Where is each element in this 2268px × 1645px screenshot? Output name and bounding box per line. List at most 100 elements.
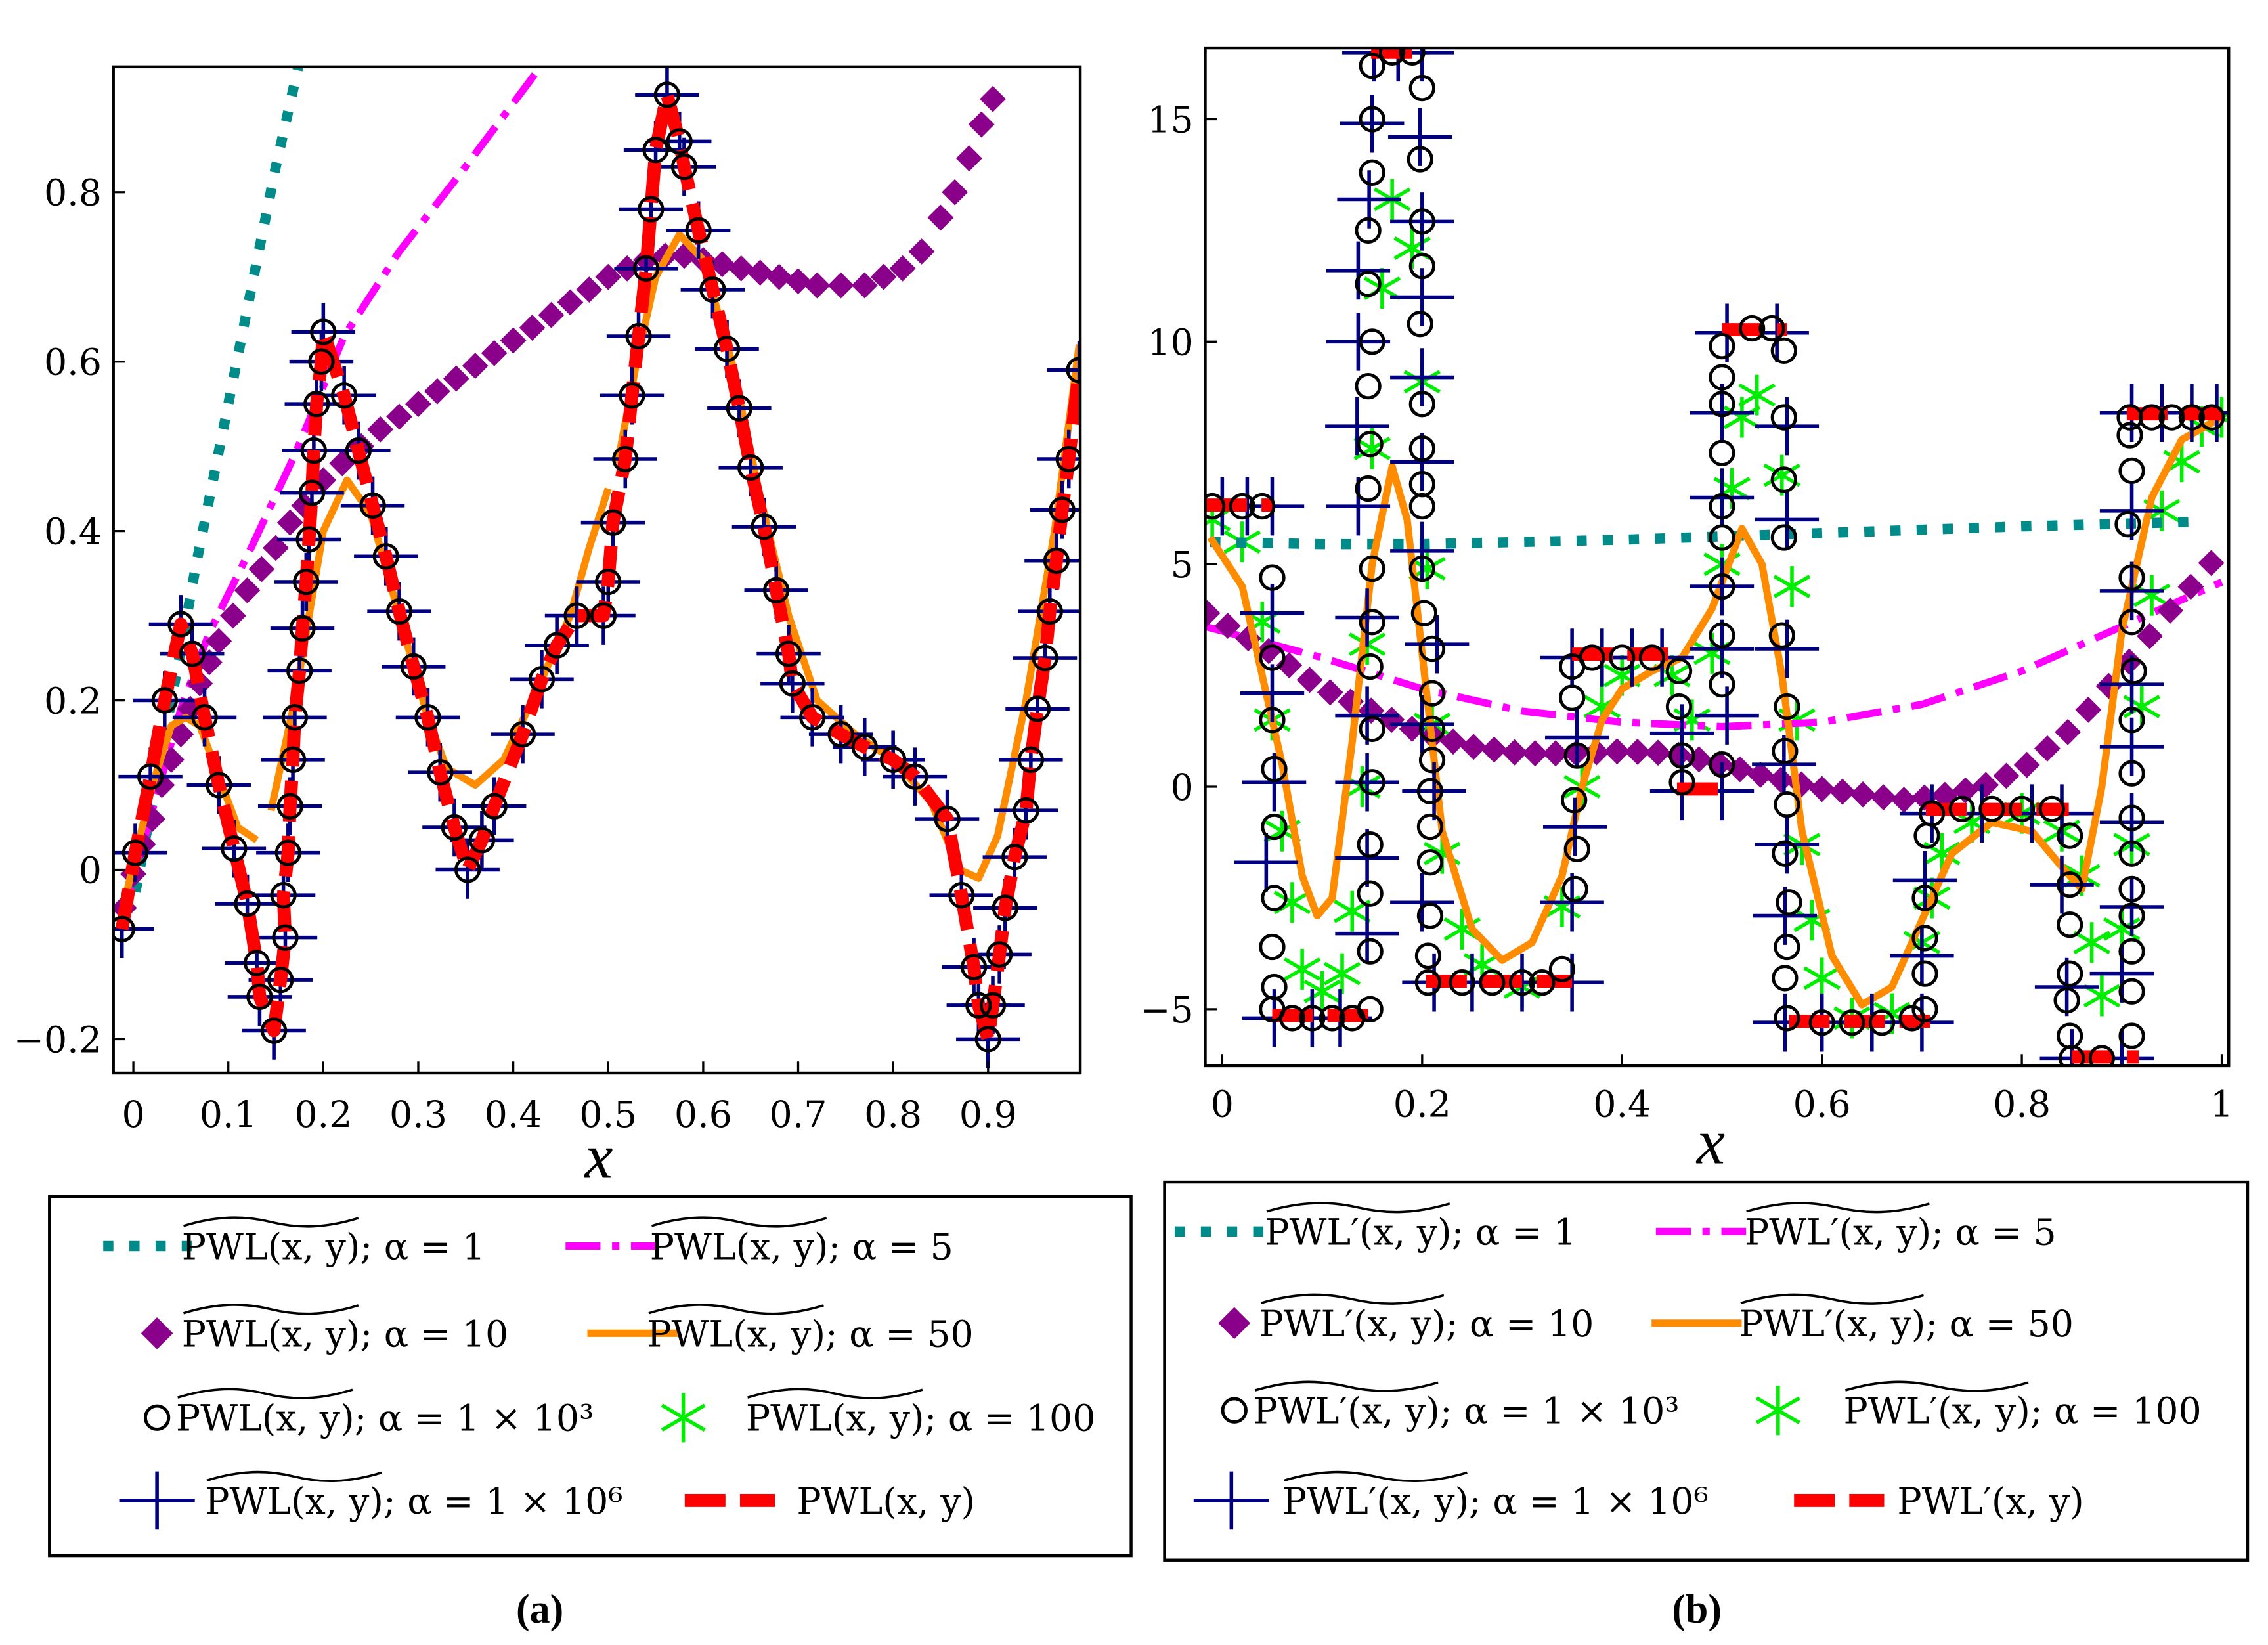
legend-function-label: PWL′(x, y) <box>1897 1479 2084 1522</box>
series-alpha-1e3-circle <box>1359 53 1385 79</box>
y-tick-label: 0 <box>79 850 102 892</box>
series-alpha-1e3-circle <box>303 390 330 418</box>
series-alpha-10-diamond <box>220 602 246 629</box>
series-alpha-1e3-circle <box>414 704 441 731</box>
series-alpha-1e3-circle <box>879 746 907 773</box>
series-alpha-1e3-circle <box>1416 778 1444 804</box>
series-alpha-100-star <box>1738 374 1776 416</box>
series-alpha-1e3-circle <box>2088 1045 2116 1066</box>
series-alpha-1e6-cross <box>1335 829 1399 887</box>
x-tick-label: 0.8 <box>1993 1084 2051 1126</box>
series-alpha-1e6-cross <box>1755 491 1820 549</box>
series-alpha-1e3-circle <box>295 526 322 553</box>
series-alpha-1e3-circle <box>298 479 326 506</box>
series-alpha-1e3-circle <box>751 514 777 540</box>
legend-parameter-label: ; α = 1 <box>1451 1210 1577 1253</box>
series-alpha-1e6-cross <box>2099 655 2164 714</box>
series-alpha-1e3-circle <box>1261 755 1288 783</box>
series-alpha-1e3-circle <box>1911 960 1938 987</box>
series-alpha-1e3-circle <box>1709 671 1735 698</box>
legend-parameter-label: ; α = 1 × 10³ <box>354 1396 594 1439</box>
series-alpha-10-diamond <box>955 145 982 172</box>
series-alpha-1e3-circle <box>293 568 320 596</box>
series-alpha-1e3-circle <box>481 793 508 820</box>
series-alpha-1e3-circle <box>666 128 693 155</box>
series-alpha-1e3-circle <box>1416 849 1444 876</box>
series-alpha-50-line <box>1207 414 2224 1009</box>
legend-parameter-label: ; α = 1 × 10⁶ <box>383 1479 623 1522</box>
legend-parameter-label: ; α = 1 <box>360 1225 485 1267</box>
widetilde-accent <box>205 1469 383 1482</box>
series-alpha-1e3-circle <box>1359 609 1385 636</box>
series-alpha-1e3-circle <box>902 763 928 790</box>
series-alpha-1-line <box>119 66 304 917</box>
series-alpha-1e3-circle <box>279 746 307 773</box>
caption-b-text: (b) <box>1672 1587 1722 1633</box>
series-alpha-1e6-cross <box>1340 94 1405 153</box>
series-alpha-1e3-circle <box>974 1026 1001 1053</box>
series-alpha-10-diamond <box>870 263 897 290</box>
series-alpha-1e3-circle <box>1558 684 1586 711</box>
legend-cross-icon <box>119 1471 195 1530</box>
legend-function-label: PWL′(x, y) <box>1265 1210 1452 1252</box>
series-alpha-1e3-circle <box>737 454 764 481</box>
series-alpha-1e3-circle <box>1055 445 1081 473</box>
series-alpha-1e3-circle <box>590 602 617 629</box>
series-alpha-10-diamond <box>1317 679 1343 706</box>
series-alpha-1e3-circle <box>179 640 206 667</box>
legend-star-icon <box>661 1393 706 1443</box>
series-alpha-1e3-circle <box>1399 48 1426 66</box>
series-alpha-1e3-circle <box>934 805 961 833</box>
series-alpha-100-star <box>1803 957 1841 999</box>
series-alpha-10-diamond <box>2034 735 2061 762</box>
legend-entry-PWL: PWL(x, y) <box>796 1472 975 1530</box>
legend-sample-alpha_5 <box>1655 1227 1747 1235</box>
series-alpha-10-diamond <box>234 577 261 603</box>
series-alpha-1e3-circle <box>2118 804 2145 831</box>
series-alpha-1e3-circle <box>1774 791 1800 818</box>
series-alpha-1e6-cross <box>2099 481 2164 540</box>
series-alpha-1e3-circle <box>1770 404 1797 431</box>
x-tick-label: 0.2 <box>294 1094 352 1136</box>
series-alpha-1e6-cross <box>1390 521 1454 581</box>
series-alpha-100-star <box>2133 575 2171 616</box>
legend-star-icon <box>1755 1386 1800 1436</box>
series-alpha-1e3-circle <box>2118 760 2145 787</box>
series-alpha-1e3-circle <box>992 894 1018 921</box>
series-alpha-1e3-circle <box>2198 404 2225 431</box>
series-alpha-1e3-circle <box>1774 933 1800 961</box>
series-alpha-10-diamond <box>709 251 735 278</box>
series-alpha-1e3-circle <box>670 153 698 181</box>
widetilde-accent <box>182 1215 360 1228</box>
series-alpha-1e3-circle <box>653 81 681 108</box>
series-alpha-1e3-circle <box>206 772 232 799</box>
legend-sample-alpha_100 <box>661 1393 706 1443</box>
series-alpha-1e3-circle <box>260 1017 288 1044</box>
legend-a: PWL(x, y); α = 1 PWL(x, y); α = 5 PWL(x, y… <box>48 1195 1133 1558</box>
series-alpha-10-diamond <box>1973 772 1999 799</box>
series-alpha-1e3-circle <box>1774 693 1800 720</box>
series-alpha-1e3-circle <box>286 657 313 684</box>
legend-entry-alpha_50: PWL(x, y); α = 50 <box>647 1304 974 1363</box>
x-tick-label: 0.5 <box>579 1094 637 1136</box>
series-alpha-1e3-circle <box>372 543 399 570</box>
series-alpha-1e6-cross <box>1890 927 1954 985</box>
series-alpha-1e3-circle <box>1355 372 1382 400</box>
legend-parameter-label: ; α = 1 × 10³ <box>1439 1389 1680 1432</box>
series-alpha-1e3-circle <box>2059 1045 2085 1066</box>
series-alpha-1e3-circle <box>267 966 294 994</box>
series-alpha-1e3-circle <box>1772 737 1799 764</box>
series-alpha-1e3-circle <box>1772 840 1799 867</box>
y-tick-label: 0.8 <box>44 173 102 215</box>
series-alpha-1e3-circle <box>1017 746 1045 773</box>
series-alpha-1e3-circle <box>1665 657 1693 684</box>
series-alpha-1e3-circle <box>270 882 297 909</box>
series-alpha-1e3-circle <box>1261 885 1288 911</box>
series-alpha-1e3-circle <box>1709 332 1735 360</box>
series-alpha-1e3-circle <box>151 687 178 714</box>
series-alpha-1e3-circle <box>1709 573 1735 600</box>
series-alpha-1e3-circle <box>1359 769 1385 796</box>
series-alpha-1e3-circle <box>2120 657 2147 684</box>
caption-a: (a) <box>516 1588 563 1634</box>
series-alpha-1e6-cross <box>1755 619 1820 678</box>
